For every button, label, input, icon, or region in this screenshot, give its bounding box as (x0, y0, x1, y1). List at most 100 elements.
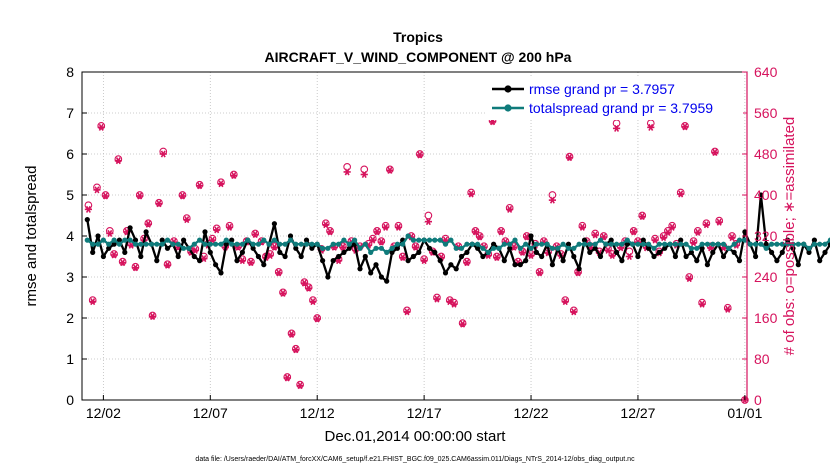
rmse-point (699, 245, 705, 251)
obs-assimilated-stroke (344, 168, 350, 176)
totalspread-point (662, 241, 668, 247)
rmse-point (736, 258, 743, 264)
totalspread-point (688, 245, 695, 251)
rmse-point (432, 249, 438, 255)
totalspread-point (181, 245, 187, 251)
obs-assimilated-stroke (192, 246, 198, 254)
rmse-point (197, 258, 203, 264)
rmse-point (742, 229, 748, 235)
totalspread-point (742, 237, 748, 243)
totalspread-point (549, 245, 556, 251)
obs-possible-marker (287, 329, 296, 338)
obs-assimilated-stroke (289, 330, 295, 338)
rmse-point (138, 253, 144, 260)
obs-assimilated-marker (677, 190, 685, 198)
obs-assimilated-marker (266, 251, 274, 260)
rmse-point (127, 225, 133, 231)
obs-possible-marker (651, 234, 659, 243)
rmse-point (218, 270, 224, 276)
totalspread-point (635, 241, 641, 247)
totalspread-point (90, 241, 96, 247)
totalspread-point (202, 241, 208, 247)
obs-possible-marker (497, 227, 505, 235)
totalspread-point (608, 241, 614, 247)
rmse-point (287, 233, 294, 239)
totalspread-point (453, 245, 459, 251)
obs-assimilated-marker (89, 298, 97, 306)
obs-assimilated-stroke (293, 346, 299, 354)
obs-possible-marker (178, 191, 187, 199)
obs-possible-marker (569, 306, 578, 315)
rmse-point (587, 249, 593, 255)
totalspread-point (148, 241, 155, 247)
rmse-point (191, 253, 197, 260)
rmse-point (565, 241, 572, 247)
totalspread-point (533, 241, 540, 247)
obs-assimilated-marker (651, 236, 659, 244)
y-tick-label-right: 0 (754, 392, 762, 408)
obs-assimilated-marker (467, 190, 475, 198)
rmse-point (779, 249, 785, 255)
obs-assimilated-stroke (150, 312, 156, 320)
rmse-point (763, 241, 769, 247)
obs-assimilated-stroke (425, 218, 431, 226)
totalspread-point (191, 241, 197, 247)
totalspread-point (464, 241, 470, 247)
obs-assimilated-marker (110, 251, 118, 259)
rmse-point (549, 262, 556, 268)
rmse-point (640, 237, 646, 243)
totalspread-point (565, 245, 572, 251)
obs-possible-marker (467, 188, 476, 197)
x-axis-label: Dec.01,2014 00:00:00 start (325, 428, 507, 445)
obs-assimilated-stroke (387, 166, 393, 174)
obs-possible-marker (274, 268, 283, 276)
totalspread-point (817, 241, 823, 247)
totalspread-point (656, 241, 662, 247)
rmse-point (581, 237, 588, 243)
totalspread-point (458, 245, 465, 251)
chart-subtitle: AIRCRAFT_V_WIND_COMPONENT @ 200 hPa (265, 49, 572, 65)
totalspread-point (640, 241, 646, 247)
rmse-point (480, 253, 486, 260)
x-axis: 12/02 12/07 12/12 12/17 12/22 12/27 01/01 (86, 395, 763, 421)
obs-assimilated-stroke (511, 243, 517, 251)
obs-assimilated-marker (433, 295, 441, 303)
obs-assimilated-marker (148, 312, 157, 320)
obs-possible-marker (97, 121, 106, 130)
totalspread-point (587, 241, 593, 247)
obs-assimilated-marker (183, 216, 191, 224)
obs-assimilated-marker (343, 168, 351, 176)
obs-assimilated-stroke (231, 171, 237, 180)
obs-assimilated-stroke (156, 200, 162, 208)
obs-assimilated-stroke (137, 192, 143, 200)
obs-assimilated-stroke (712, 148, 718, 156)
totalspread-point (293, 241, 299, 247)
obs-assimilated-marker (561, 298, 569, 306)
rmse-point (416, 249, 422, 255)
totalspread-point (234, 241, 240, 247)
totalspread-point (785, 241, 791, 247)
totalspread-point (539, 241, 545, 247)
rmse-point (325, 274, 331, 280)
rmse-point (111, 241, 117, 247)
obs-possible-marker (715, 216, 724, 225)
rmse-point (223, 241, 229, 247)
totalspread-point (619, 241, 625, 247)
y-tick-label-right: 640 (754, 64, 778, 80)
obs-possible-marker (163, 260, 172, 269)
obs-possible-marker (565, 152, 574, 161)
totalspread-point (667, 241, 673, 247)
obs-assimilated-marker (420, 257, 428, 265)
obs-possible-marker (217, 178, 225, 187)
obs-possible-marker (394, 221, 403, 230)
rmse-point (330, 258, 336, 264)
obs-assimilated-marker (106, 229, 114, 237)
totalspread-point (229, 241, 235, 247)
rmse-point (213, 262, 219, 268)
obs-assimilated-stroke (729, 234, 735, 242)
obs-assimilated-marker (270, 243, 279, 251)
rmse-point (475, 245, 481, 251)
rmse-point (410, 253, 416, 260)
rmse-point (656, 249, 662, 255)
